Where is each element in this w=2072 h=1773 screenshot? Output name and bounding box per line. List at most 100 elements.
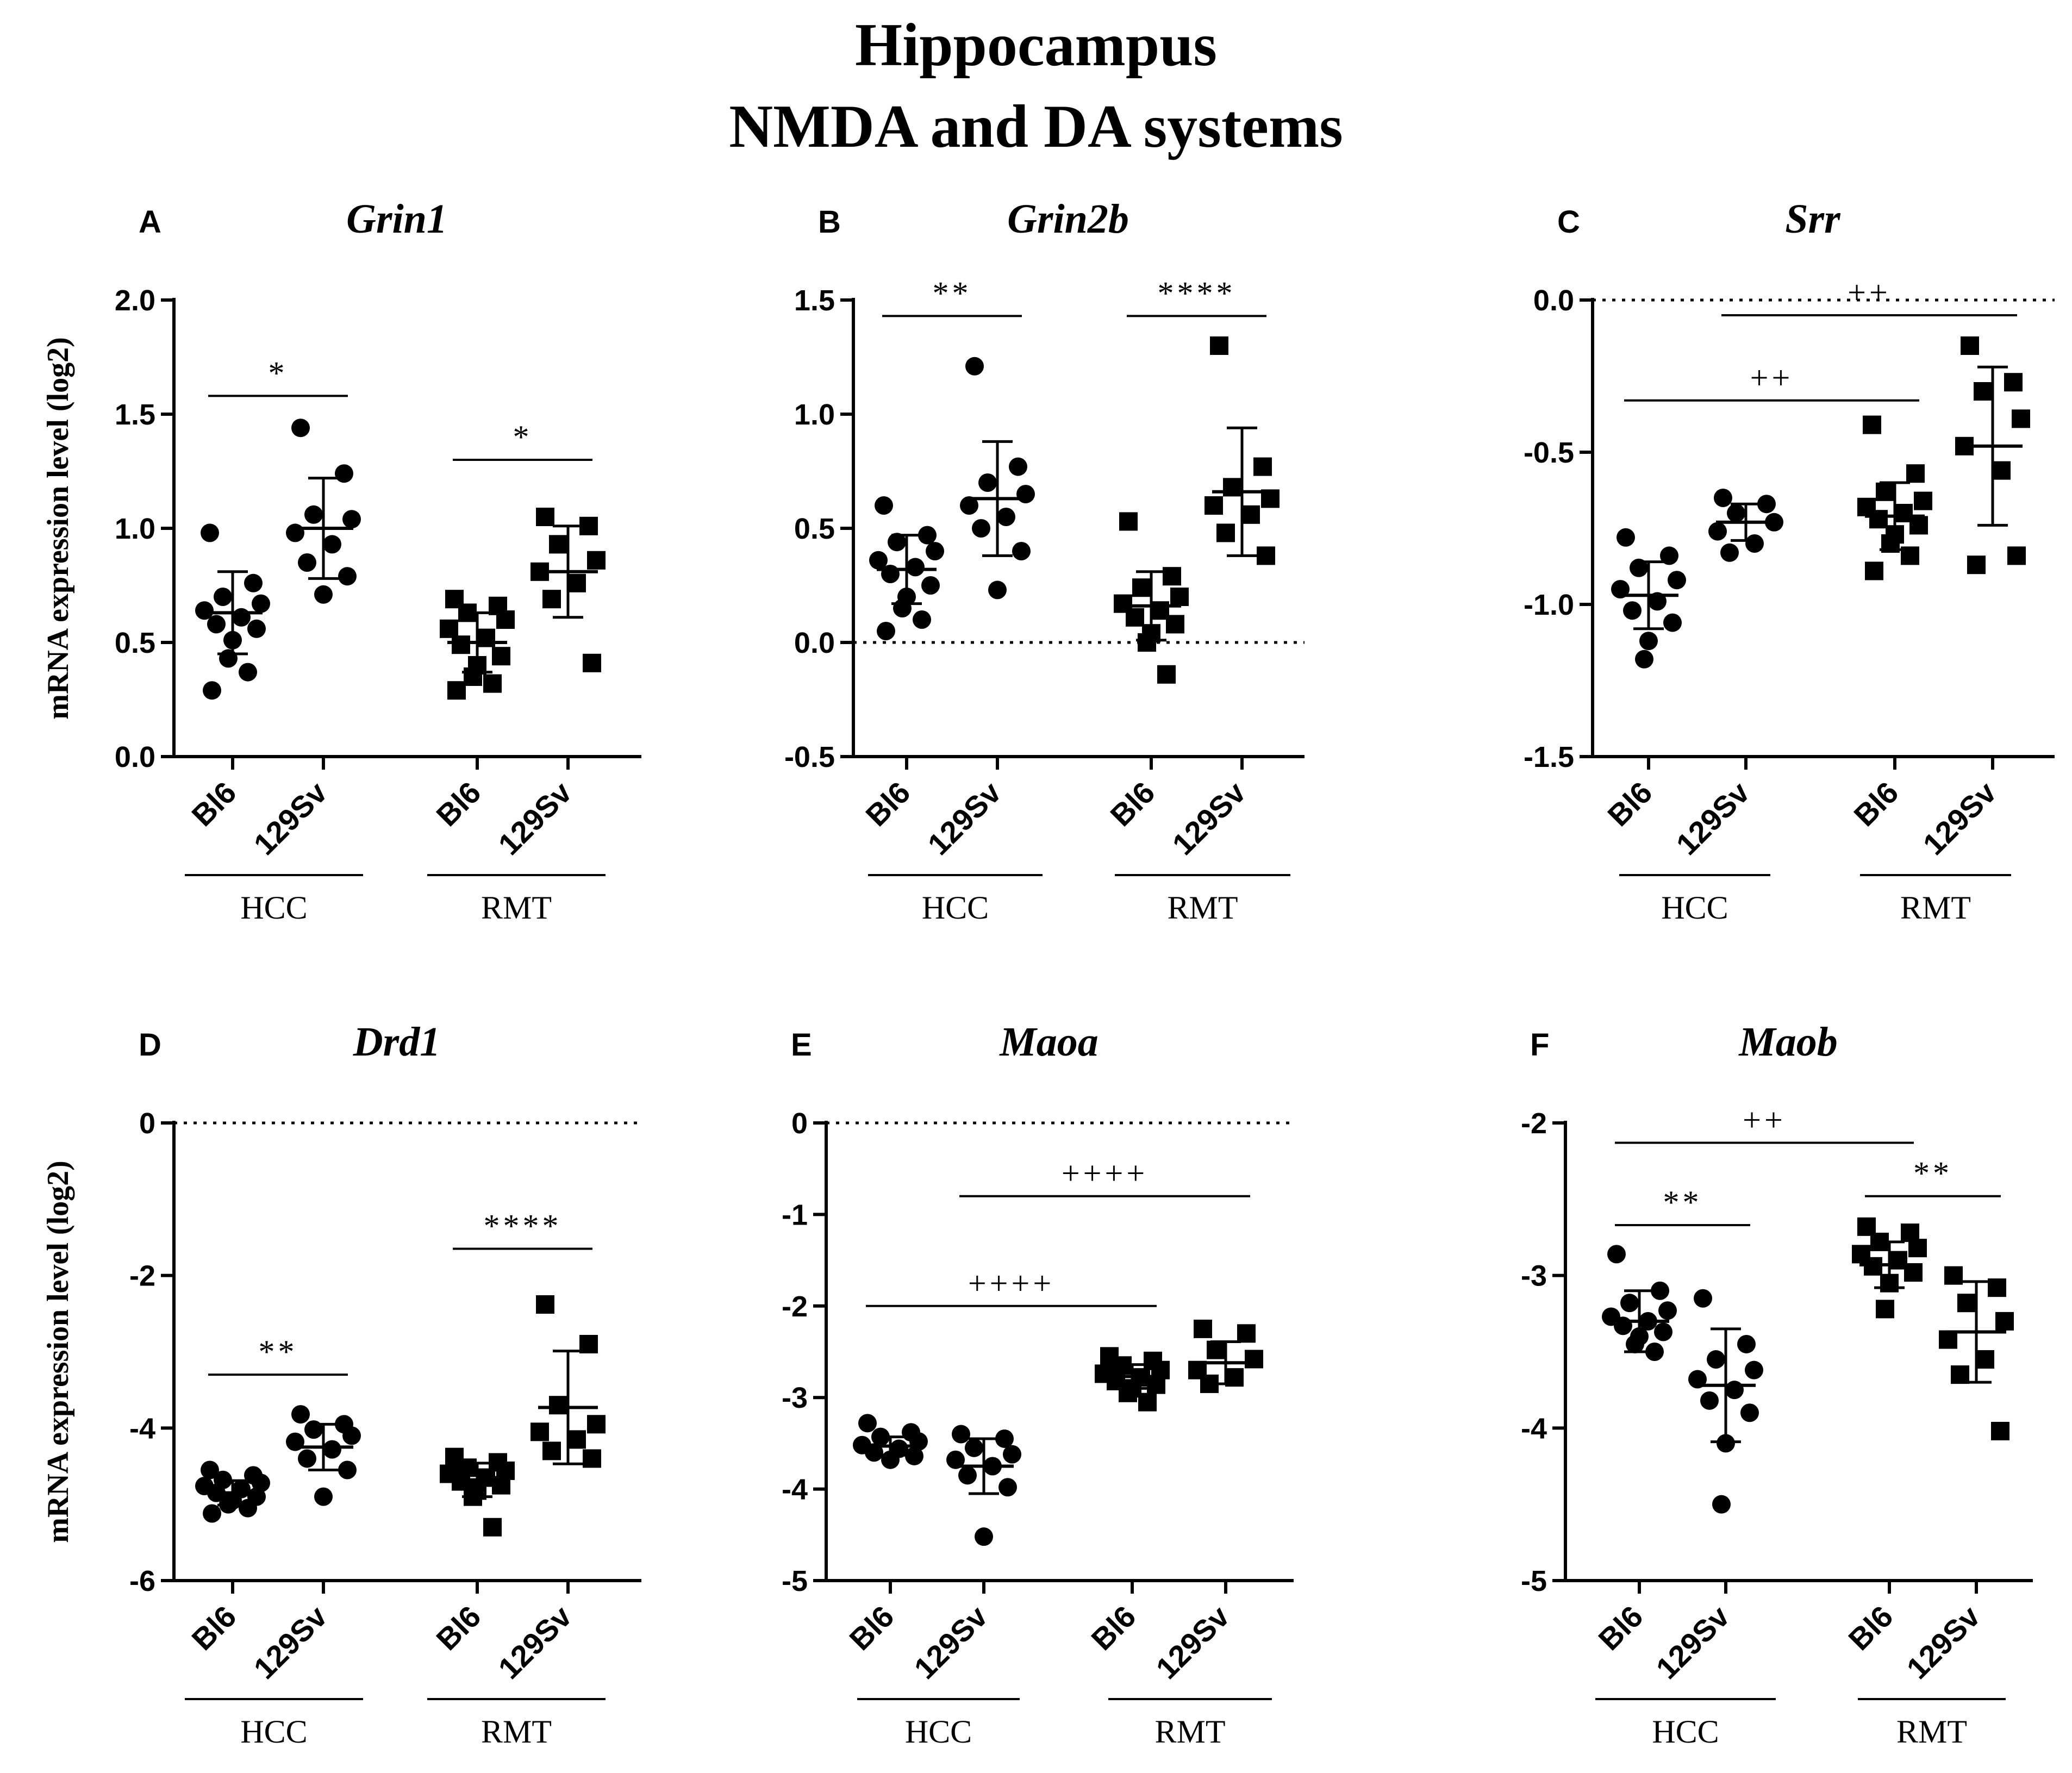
data-point-square	[1163, 567, 1181, 586]
significance-label: **	[259, 1334, 298, 1370]
data-point-square	[1138, 1393, 1157, 1412]
x-tick-label: Bl6	[185, 775, 242, 833]
x-tick-label: 129Sv	[247, 775, 333, 861]
y-tick-label: 0.5	[794, 513, 835, 545]
data-point-circle	[247, 619, 266, 638]
panel-letter: A	[139, 204, 161, 240]
data-point-circle	[286, 523, 304, 542]
data-point-circle	[1658, 1301, 1677, 1320]
data-point-circle	[342, 1426, 361, 1445]
data-point-circle	[1623, 601, 1642, 620]
data-point-square	[542, 590, 561, 609]
y-tick-label: 1.5	[794, 284, 835, 317]
figure-title-line1: Hippocampus	[855, 11, 1217, 79]
data-point-square	[536, 1295, 554, 1314]
x-tick-label: 129Sv	[1149, 1599, 1235, 1685]
data-point-square	[1207, 1340, 1225, 1359]
data-point-circle	[304, 505, 323, 524]
data-point-circle	[988, 580, 1007, 600]
data-point-circle	[338, 567, 357, 586]
x-tick-label: Bl6	[1847, 775, 1905, 833]
data-point-circle	[997, 508, 1015, 526]
significance-label: **	[1663, 1184, 1702, 1220]
y-tick-label: 0	[139, 1107, 155, 1140]
y-tick-label: 1.5	[115, 398, 155, 431]
significance-label: ****	[1158, 275, 1236, 311]
data-point-square	[536, 508, 554, 526]
figure-title-line2: NMDA and DA systems	[729, 93, 1343, 160]
data-point-circle	[203, 681, 221, 700]
data-point-square	[1253, 457, 1272, 476]
x-tick-label: Bl6	[859, 775, 916, 833]
data-point-square	[1908, 1239, 1927, 1258]
data-point-circle	[905, 1446, 923, 1465]
data-point-square	[1876, 482, 1894, 501]
data-point-square	[477, 628, 495, 647]
data-point-circle	[203, 1504, 221, 1523]
data-point-square	[1967, 555, 1986, 575]
panel-letter: E	[791, 1027, 812, 1063]
data-point-square	[1957, 1294, 1976, 1313]
data-point-circle	[960, 496, 978, 515]
data-point-square	[583, 653, 601, 672]
y-tick-label: -5	[782, 1565, 808, 1597]
data-point-square	[583, 1449, 601, 1468]
x-tick-label: 129Sv	[1916, 775, 2002, 861]
significance-label: *	[269, 355, 288, 391]
data-point-circle	[1617, 528, 1635, 547]
data-point-circle	[244, 573, 263, 592]
significance-label: ++	[1743, 1102, 1786, 1138]
y-tick-label: 0	[791, 1107, 808, 1140]
data-point-circle	[1694, 1289, 1712, 1308]
data-point-square	[1951, 1365, 1969, 1384]
data-point-circle	[965, 1438, 983, 1457]
data-point-square	[1147, 1375, 1165, 1394]
data-point-square	[1245, 1350, 1263, 1369]
data-point-square	[1126, 608, 1144, 627]
data-point-circle	[232, 608, 251, 627]
x-tick-label: 129Sv	[907, 1599, 994, 1685]
data-point-circle	[877, 622, 895, 640]
x-tick-label: 129Sv	[1165, 775, 1252, 861]
data-point-circle	[1708, 522, 1727, 541]
data-point-circle	[1720, 543, 1739, 562]
data-point-square	[1869, 510, 1888, 529]
data-point-square	[1906, 464, 1925, 483]
y-tick-label: -2	[129, 1260, 155, 1293]
panel-d: D Drd1 -6 -4 -2 0 mRNA expression level (log2)…	[41, 1019, 641, 1750]
significance-label: ++++	[1062, 1156, 1148, 1191]
group-label: HCC	[922, 890, 989, 926]
y-axis-title: mRNA expression level (log2)	[41, 337, 75, 720]
data-point-circle	[298, 1449, 316, 1468]
data-point-circle	[1727, 504, 1745, 522]
data-point-circle	[201, 523, 219, 542]
y-tick-label: -4	[129, 1412, 155, 1445]
data-point-circle	[239, 663, 257, 682]
data-point-circle	[335, 464, 353, 483]
data-point-square	[542, 1441, 561, 1460]
data-point-circle	[1635, 650, 1653, 669]
data-point-square	[567, 1430, 586, 1449]
data-point-circle	[1745, 534, 1764, 553]
data-point-circle	[323, 1440, 341, 1459]
data-point-circle	[1660, 546, 1678, 565]
panel-gene-title: Maoa	[999, 1019, 1099, 1065]
data-point-circle	[298, 553, 316, 572]
group-label: HCC	[905, 1714, 972, 1750]
data-point-square	[1992, 461, 2011, 480]
data-point-circle	[869, 551, 888, 570]
data-point-square	[1119, 1383, 1137, 1402]
data-point-circle	[972, 519, 990, 538]
y-tick-label: -4	[782, 1474, 808, 1506]
data-point-circle	[865, 1443, 883, 1462]
data-point-square	[549, 1396, 567, 1415]
y-tick-label: -0.5	[784, 741, 835, 773]
data-point-square	[531, 1422, 549, 1441]
x-tick-label: Bl6	[429, 1599, 487, 1657]
panels: A Grin1 0.0 0.5 1.0 1.5 2.0 mRNA expression lev…	[41, 196, 2055, 1750]
data-point-circle	[1740, 1403, 1759, 1422]
data-point-square	[2007, 546, 2026, 565]
